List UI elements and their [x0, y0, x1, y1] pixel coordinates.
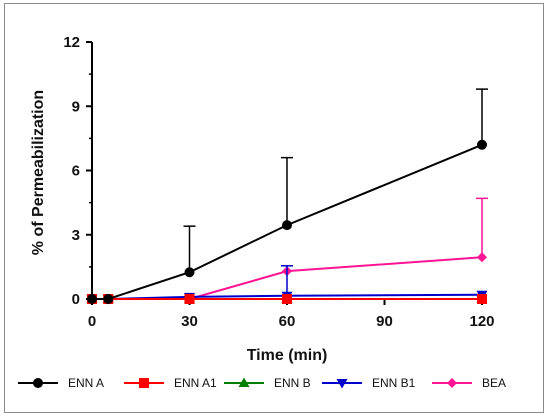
bea-point — [477, 252, 487, 263]
legend-enn-b-marker — [238, 377, 250, 387]
legend-enn-b1-marker — [336, 379, 348, 389]
enn-a1-point — [184, 294, 195, 304]
y-axis-title: % of Permeabilization — [30, 90, 47, 255]
legend-enn-b-label: ENN B — [274, 376, 311, 390]
enn-a-point — [103, 294, 114, 304]
legend-enn-a-label: ENN A — [68, 376, 104, 390]
y-tick-label: 9 — [72, 98, 80, 115]
enn-a-point — [282, 220, 292, 231]
enn-a-point — [477, 139, 487, 150]
chart-frame — [4, 3, 544, 413]
y-tick-label: 3 — [72, 227, 80, 244]
enn-a-point — [87, 294, 97, 304]
legend-enn-a1-marker — [139, 378, 149, 388]
enn-a1-point — [477, 294, 487, 304]
legend-bea-label: BEA — [482, 376, 506, 390]
enn-a1-point — [282, 294, 292, 304]
x-tick-label: 30 — [181, 313, 198, 330]
legend-bea-marker — [447, 378, 457, 388]
x-axis-title: Time (min) — [247, 347, 328, 364]
legend-enn-a-marker — [33, 378, 43, 388]
x-tick-label: 60 — [279, 313, 296, 330]
x-tick-label: 90 — [376, 313, 393, 330]
enn-a-point — [184, 267, 195, 278]
x-tick-label: 120 — [469, 313, 494, 330]
y-tick-label: 12 — [63, 34, 80, 51]
y-tick-label: 6 — [72, 163, 80, 180]
x-tick-label: 0 — [88, 313, 96, 330]
legend-enn-b1-label: ENN B1 — [372, 376, 416, 390]
legend-enn-a1-label: ENN A1 — [174, 376, 217, 390]
y-tick-label: 0 — [72, 291, 80, 308]
